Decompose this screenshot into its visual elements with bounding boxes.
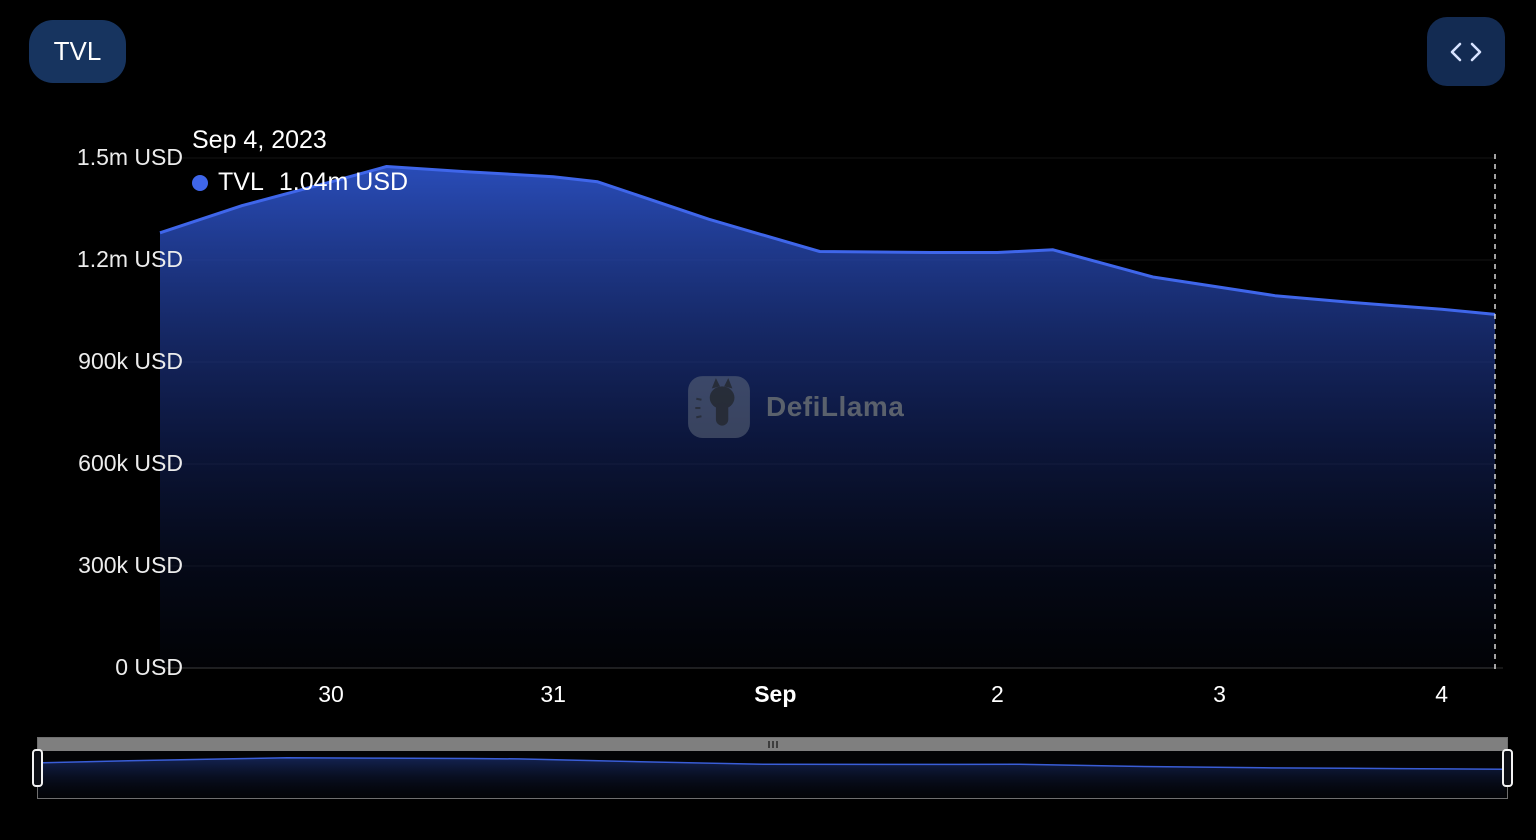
minimap-line — [38, 756, 1505, 771]
series-color-dot — [192, 174, 208, 191]
datazoom-right-handle[interactable] — [1502, 749, 1513, 787]
grip-icon — [771, 741, 774, 748]
tooltip-date: Sep 4, 2023 — [192, 126, 327, 154]
tvl-tab-button[interactable]: TVL — [29, 20, 126, 83]
tvl-area-chart[interactable] — [0, 0, 1536, 735]
watermark-text: DefiLlama — [766, 391, 905, 422]
minimap-area-fill — [38, 757, 1505, 798]
chart-tooltip: Sep 4, 2023 TVL 1.04m USD — [192, 126, 408, 197]
grip-icon — [775, 741, 778, 748]
datazoom-move-bar[interactable] — [38, 738, 1507, 751]
tooltip-series-label: TVL — [218, 168, 264, 196]
code-icon — [1450, 42, 1482, 61]
tvl-line — [159, 165, 1496, 316]
embed-code-button[interactable] — [1427, 17, 1505, 86]
grip-icon — [767, 741, 770, 748]
defillama-logo-icon — [688, 376, 750, 438]
tooltip-value: 1.04m USD — [278, 168, 409, 196]
datazoom-left-handle[interactable] — [32, 749, 43, 787]
tvl-area-fill — [160, 166, 1495, 668]
datazoom-slider[interactable] — [32, 737, 1513, 799]
defillama-watermark: DefiLlama — [686, 374, 904, 440]
datazoom-minimap-chart — [38, 756, 1505, 798]
tooltip-series-row: TVL 1.04m USD — [192, 168, 408, 197]
